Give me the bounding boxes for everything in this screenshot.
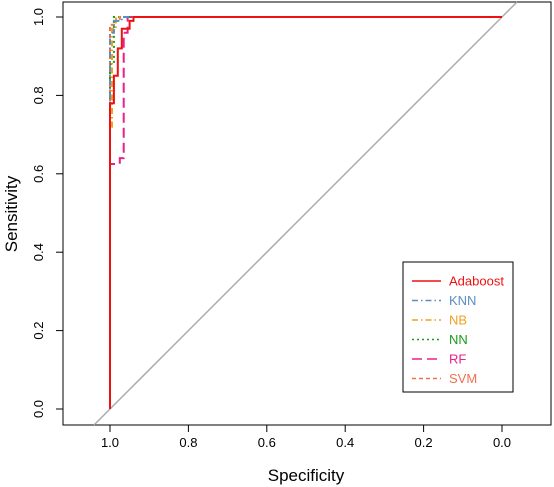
legend-label-nn: NN (449, 332, 468, 347)
y-tick-label: 0.2 (31, 322, 46, 340)
x-tick-label: 0.0 (493, 435, 511, 450)
x-axis: 1.0 0.8 0.6 0.4 0.2 0.0 (101, 424, 511, 450)
series-layer (109, 16, 502, 409)
x-tick-label: 0.6 (258, 435, 276, 450)
x-tick-label: 0.2 (415, 435, 433, 450)
legend-label-knn: KNN (449, 293, 476, 308)
series-rf-curve (109, 16, 502, 409)
legend: Adaboost KNN NB NN RF SVM (402, 261, 514, 393)
series-nb-curve (109, 16, 502, 409)
y-tick-label: 1.0 (31, 8, 46, 26)
legend-label-svm: SVM (449, 371, 477, 386)
x-tick-label: 0.4 (336, 435, 354, 450)
x-tick-label: 0.8 (179, 435, 197, 450)
reference-line-layer (93, 1, 518, 426)
y-tick-label: 0.0 (31, 400, 46, 418)
series-knn-curve (109, 16, 502, 409)
legend-label-rf: RF (449, 352, 466, 367)
legend-label-adaboost: Adaboost (449, 274, 504, 289)
y-axis: 0.0 0.2 0.4 0.6 0.8 1.0 (31, 8, 64, 418)
legend-box (402, 261, 514, 393)
series-adaboost-curve (109, 16, 502, 409)
reference-diagonal-line (93, 1, 518, 426)
x-tick-label: 1.0 (101, 435, 119, 450)
y-tick-label: 0.8 (31, 86, 46, 104)
legend-label-nb: NB (449, 313, 467, 328)
y-tick-label: 0.6 (31, 165, 46, 183)
y-axis-label: Sensitivity (2, 175, 21, 252)
x-axis-label: Specificity (268, 466, 345, 485)
y-tick-label: 0.4 (31, 243, 46, 261)
